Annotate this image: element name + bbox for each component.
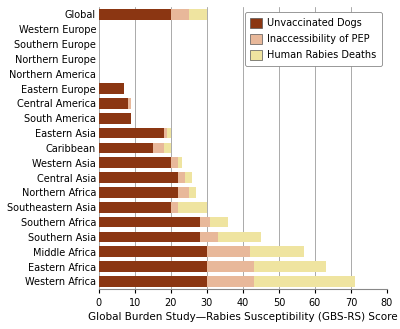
Bar [99,157,171,168]
Bar [178,202,207,213]
Bar [99,98,128,109]
Bar [218,232,261,242]
Bar [200,217,210,227]
Bar [171,9,189,20]
Bar [164,128,167,139]
Bar [164,142,171,153]
Bar [178,172,185,183]
Bar [99,128,164,139]
Bar [99,142,153,153]
Bar [153,142,164,153]
Bar [207,246,250,257]
Bar [189,187,196,198]
Bar [200,232,218,242]
Bar [171,202,178,213]
Bar [250,246,304,257]
Bar [189,9,207,20]
Bar [99,83,124,94]
Bar [254,276,354,287]
Bar [171,157,178,168]
Bar [99,217,200,227]
Bar [99,172,178,183]
Bar [207,276,254,287]
Bar [99,113,131,124]
Bar [178,187,189,198]
Bar [99,202,171,213]
Bar [99,187,178,198]
Bar [99,9,171,20]
Bar [254,261,326,272]
Bar [128,98,131,109]
Bar [207,261,254,272]
Legend: Unvaccinated Dogs, Inaccessibility of PEP, Human Rabies Deaths: Unvaccinated Dogs, Inaccessibility of PE… [245,12,382,66]
Bar [99,246,207,257]
Bar [99,261,207,272]
Bar [185,172,192,183]
Bar [210,217,228,227]
Bar [99,276,207,287]
X-axis label: Global Burden Study—Rabies Susceptibility (GBS-RS) Score: Global Burden Study—Rabies Susceptibilit… [88,312,398,322]
Bar [167,128,171,139]
Bar [178,157,182,168]
Bar [99,232,200,242]
